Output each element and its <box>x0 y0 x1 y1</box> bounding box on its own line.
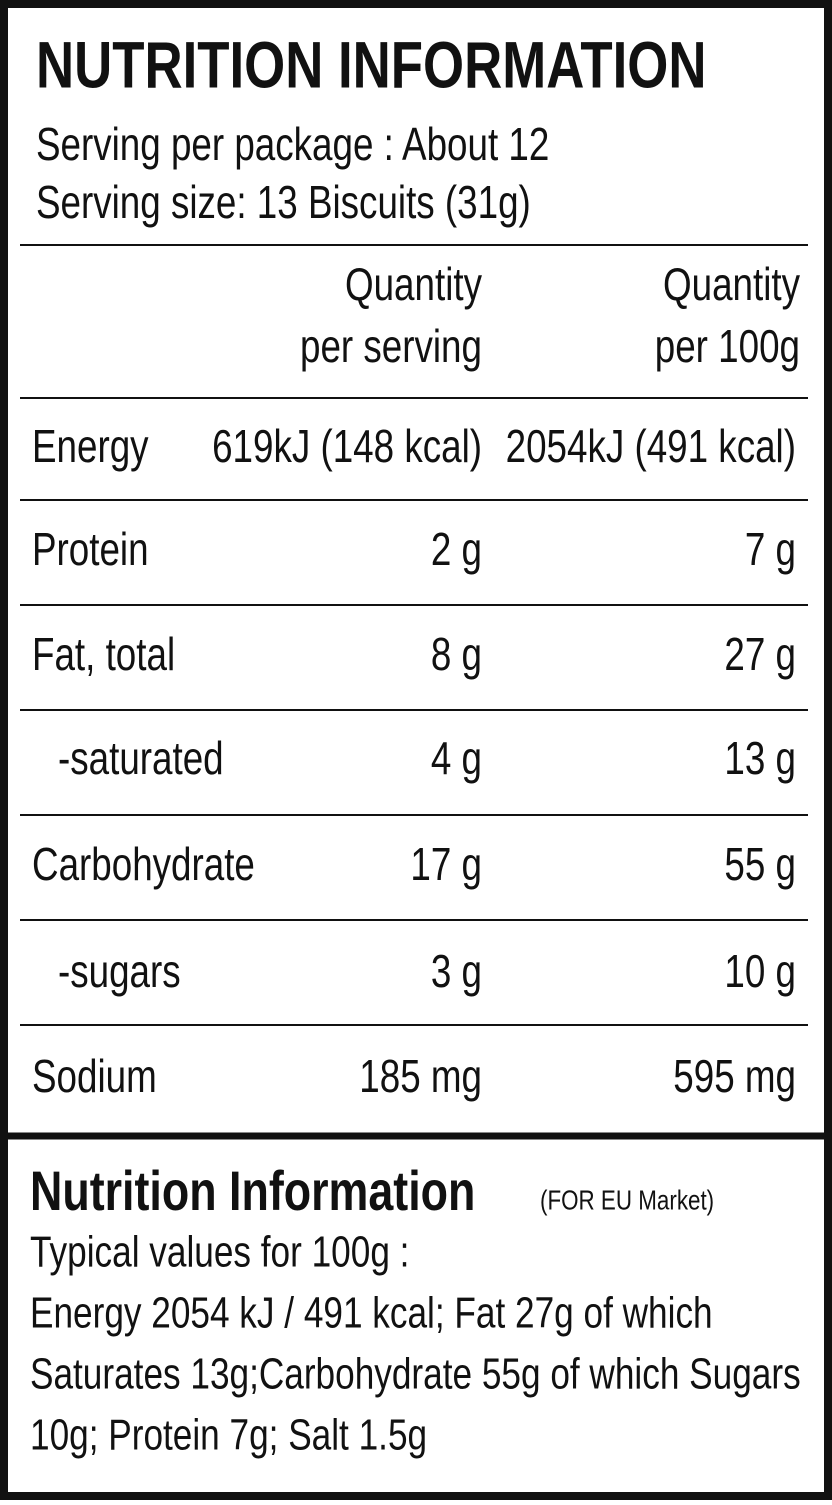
per-serving-value: 4 g <box>431 732 482 784</box>
nutrient-label: -sugars <box>58 945 181 997</box>
per-serving-value: 2 g <box>431 523 482 575</box>
eu-line: 10g; Protein 7g; Salt 1.5g <box>30 1411 427 1460</box>
per-100g-value: 27 g <box>724 628 796 680</box>
column-header: per serving <box>300 320 482 372</box>
nutrient-label: -saturated <box>58 732 224 784</box>
nutrient-label: Sodium <box>32 1050 157 1102</box>
nutrient-label: Energy <box>32 420 149 472</box>
per-100g-value: 13 g <box>724 732 796 784</box>
per-100g-value: 55 g <box>724 838 796 890</box>
per-serving-value: 185 mg <box>359 1050 482 1102</box>
serving-info: Serving size: 13 Biscuits (31g) <box>36 176 531 228</box>
per-serving-value: 3 g <box>431 945 482 997</box>
per-100g-value: 7 g <box>745 523 796 575</box>
eu-note: (FOR EU Market) <box>540 1185 714 1216</box>
per-serving-value: 8 g <box>431 628 482 680</box>
eu-line: Saturates 13g;Carbohydrate 55g of which … <box>30 1350 801 1399</box>
nutrient-label: Fat, total <box>32 628 175 680</box>
nutrient-label: Protein <box>32 523 149 575</box>
eu-line: Typical values for 100g : <box>30 1228 409 1277</box>
nutrient-label: Carbohydrate <box>32 838 255 890</box>
per-100g-value: 10 g <box>724 945 796 997</box>
per-serving-value: 619kJ (148 kcal) <box>212 420 482 472</box>
per-100g-value: 2054kJ (491 kcal) <box>506 420 796 472</box>
eu-title: Nutrition Information <box>30 1159 475 1222</box>
column-header: Quantity <box>663 258 800 310</box>
per-serving-value: 17 g <box>410 838 482 890</box>
column-header: Quantity <box>345 258 482 310</box>
title: NUTRITION INFORMATION <box>36 28 706 102</box>
serving-info: Serving per package : About 12 <box>36 118 549 170</box>
per-100g-value: 595 mg <box>673 1050 796 1102</box>
column-header: per 100g <box>655 320 800 372</box>
eu-line: Energy 2054 kJ / 491 kcal; Fat 27g of wh… <box>30 1289 713 1338</box>
